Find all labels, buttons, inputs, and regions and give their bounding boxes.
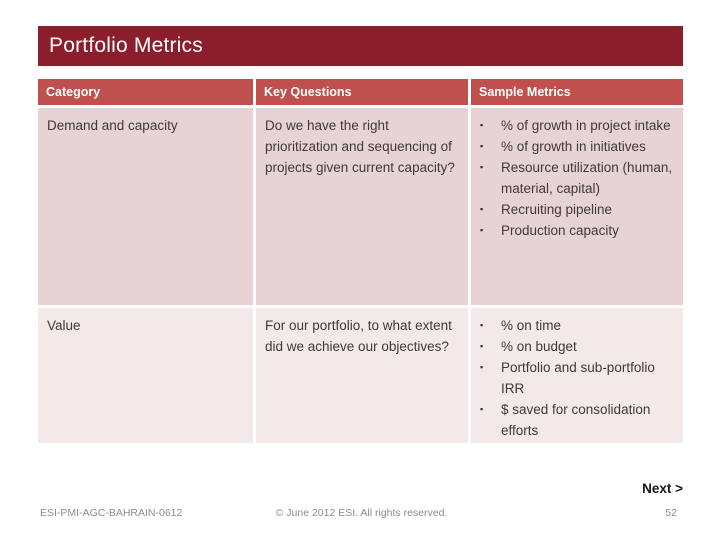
bullet-square-icon: ▪: [480, 141, 484, 151]
bullet-square-icon: ▪: [480, 320, 484, 330]
metrics-table: Category Key Questions Sample Metrics De…: [38, 79, 683, 443]
footer-copyright: © June 2012 ESI. All rights reserved.: [275, 507, 448, 519]
column-header-key-questions: Key Questions: [256, 79, 468, 105]
bullet-item: ▪ % of growth in initiatives: [480, 136, 674, 157]
metric-text: Production capacity: [501, 223, 619, 238]
metric-text: % on budget: [501, 339, 577, 354]
bullet-square-icon: ▪: [480, 120, 484, 130]
metric-text: Portfolio and sub-portfolio IRR: [501, 360, 655, 396]
bullet-item: ▪ % on time: [480, 315, 674, 336]
bullet-square-icon: ▪: [480, 162, 484, 172]
bullet-item: ▪ Portfolio and sub-portfolio IRR: [480, 357, 674, 399]
bullet-item: ▪ $ saved for consolidation efforts: [480, 399, 674, 441]
metric-text: % of growth in initiatives: [501, 139, 646, 154]
bullet-item: ▪ Production capacity: [480, 220, 674, 241]
bullet-square-icon: ▪: [480, 341, 484, 351]
category-cell: Demand and capacity: [38, 108, 253, 305]
bullet-item: ▪ % on budget: [480, 336, 674, 357]
key-question-cell: Do we have the right prioritization and …: [256, 108, 468, 305]
slide-footer: ESI-PMI-AGC-BAHRAIN-0612 © June 2012 ESI…: [40, 507, 683, 519]
page-title: Portfolio Metrics: [49, 34, 203, 57]
footer-doc-id: ESI-PMI-AGC-BAHRAIN-0612: [40, 507, 183, 519]
category-cell: Value: [38, 308, 253, 443]
bullet-square-icon: ▪: [480, 362, 484, 372]
metric-text: Resource utilization (human, material, c…: [501, 160, 673, 196]
next-link[interactable]: Next >: [642, 481, 683, 496]
metric-text: % of growth in project intake: [501, 118, 671, 133]
footer-page-number: 52: [665, 507, 677, 519]
metric-text: % on time: [501, 318, 562, 333]
bullet-square-icon: ▪: [480, 225, 484, 235]
bullet-square-icon: ▪: [480, 204, 484, 214]
slide-title-bar: Portfolio Metrics: [38, 26, 683, 66]
bullet-item: ▪ % of growth in project intake: [480, 115, 674, 136]
metric-text: $ saved for consolidation efforts: [501, 402, 651, 438]
column-header-sample-metrics: Sample Metrics: [471, 79, 683, 105]
column-header-category: Category: [38, 79, 253, 105]
bullet-square-icon: ▪: [480, 404, 484, 414]
bullet-item: ▪ Recruiting pipeline: [480, 199, 674, 220]
metric-text: Recruiting pipeline: [501, 202, 613, 217]
key-question-cell: For our portfolio, to what extent did we…: [256, 308, 468, 443]
metrics-cell: ▪ % on time ▪ % on budget ▪ Portfolio an…: [471, 308, 683, 443]
bullet-item: ▪ Resource utilization (human, material,…: [480, 157, 674, 199]
metrics-cell: ▪ % of growth in project intake ▪ % of g…: [471, 108, 683, 305]
